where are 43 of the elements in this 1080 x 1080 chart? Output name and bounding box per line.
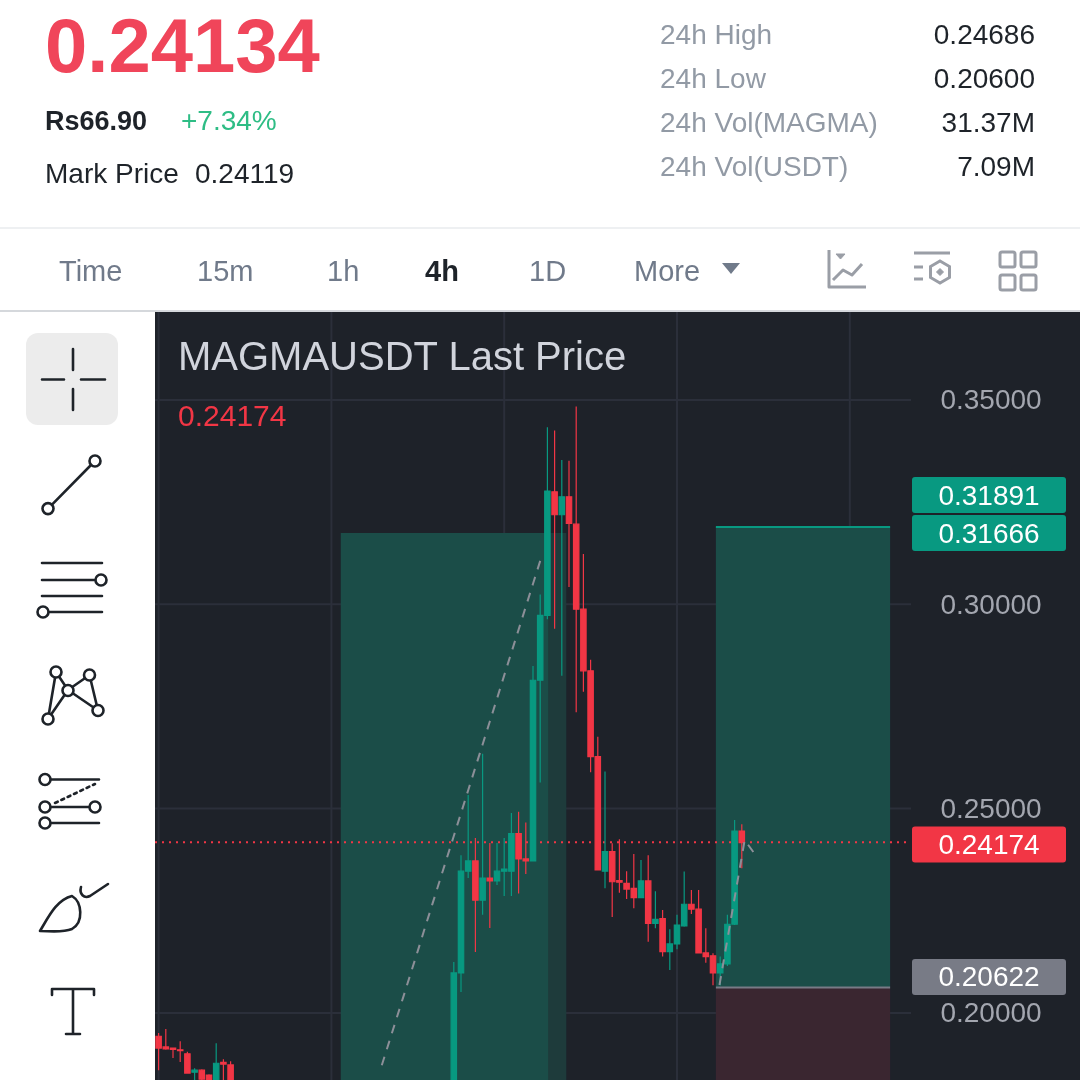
y-tick-label: 0.35000 — [940, 384, 1042, 416]
y-tick-label: 0.30000 — [940, 588, 1042, 620]
text: 0.20600 — [933, 63, 1035, 94]
candlestick — [486, 842, 494, 929]
text: MAGMAUSDT Last Price — [178, 334, 627, 378]
text: 4h — [425, 255, 459, 287]
candlestick — [637, 859, 645, 899]
ref-line-label: 0.20622 — [938, 961, 1040, 993]
annotation: 0.24174 — [178, 399, 287, 432]
candlestick — [184, 1051, 191, 1075]
candlestick — [558, 459, 566, 677]
y-tick-label: 0.20000 — [940, 997, 1042, 1029]
line-series — [380, 559, 542, 1067]
text: 0.24686 — [933, 19, 1035, 50]
text: 0.24134 — [45, 3, 320, 88]
text: 24h Vol(USDT) — [660, 151, 849, 182]
text: 0.24119 — [195, 158, 295, 189]
candlestick — [601, 770, 609, 889]
text: 15m — [197, 255, 254, 287]
text: Rs66.90 — [45, 106, 148, 136]
text: 31.37M — [941, 107, 1035, 138]
candlestick — [191, 1067, 198, 1080]
text: 24h Vol(MAGMA) — [660, 107, 878, 138]
text: Time — [59, 255, 123, 287]
text: 7.09M — [957, 151, 1035, 182]
candlestick — [551, 429, 558, 630]
text: 24h Low — [660, 63, 767, 94]
text: 1h — [327, 255, 360, 287]
text: 24h High — [660, 19, 773, 50]
candlestick — [738, 823, 746, 869]
candlestick — [652, 890, 659, 929]
ref-line-label: 0.31891 — [938, 479, 1040, 511]
text: 0.31666 — [938, 517, 1040, 549]
text: Mark Price — [45, 158, 179, 189]
ref-line-label: 0.24174 — [938, 829, 1040, 861]
text: More — [634, 255, 701, 287]
text: +7.34% — [181, 105, 277, 136]
y-tick-label: 0.25000 — [940, 793, 1042, 825]
text: 1D — [529, 255, 567, 287]
candlestick — [212, 1042, 220, 1080]
candlestick — [644, 854, 652, 943]
candlestick — [479, 753, 486, 916]
candlestick — [659, 909, 666, 958]
